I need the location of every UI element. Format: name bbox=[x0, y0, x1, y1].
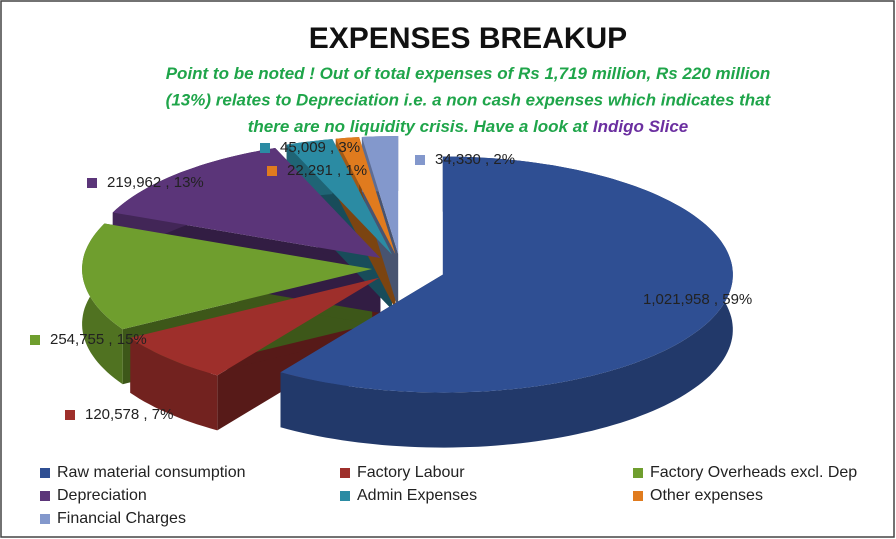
label-marker bbox=[87, 178, 97, 188]
label-marker bbox=[65, 410, 75, 420]
data-label: 254,755 , 15% bbox=[50, 331, 147, 348]
label-marker bbox=[260, 143, 270, 153]
subtitle-text: there are no liquidity crisis. Have a lo… bbox=[248, 117, 589, 136]
subtitle-line: Point to be noted ! Out of total expense… bbox=[166, 64, 771, 83]
data-label: 1,021,958 , 59% bbox=[643, 291, 752, 308]
label-marker bbox=[267, 166, 277, 176]
legend-label: Factory Overheads excl. Dep bbox=[650, 464, 857, 481]
data-label: 120,578 , 7% bbox=[85, 406, 173, 423]
subtitle-line: there are no liquidity crisis. Have a lo… bbox=[248, 117, 689, 136]
slice bbox=[82, 223, 373, 330]
slice bbox=[335, 137, 396, 255]
slice bbox=[280, 156, 733, 393]
legend-label: Raw material consumption bbox=[57, 464, 246, 481]
subtitle-highlight: Indigo Slice bbox=[593, 117, 688, 136]
legend-swatch bbox=[340, 468, 350, 478]
slice-side bbox=[130, 337, 218, 431]
subtitle-text: Point to be noted ! Out of total expense… bbox=[166, 64, 771, 83]
legend: Raw material consumption Factory Labour Fa… bbox=[40, 464, 857, 527]
legend-label: Depreciation bbox=[57, 487, 147, 504]
slice bbox=[112, 148, 381, 258]
chart-title: EXPENSES BREAKUP bbox=[309, 22, 627, 55]
slice bbox=[286, 139, 392, 255]
data-label: 219,962 , 13% bbox=[107, 174, 204, 191]
legend-swatch bbox=[340, 491, 350, 501]
subtitle: Point to be noted ! Out of total expense… bbox=[166, 64, 772, 136]
subtitle-line: (13%) relates to Depreciation i.e. a non… bbox=[166, 91, 772, 110]
legend-swatch bbox=[40, 491, 50, 501]
legend-label: Financial Charges bbox=[57, 510, 186, 527]
legend-swatch bbox=[40, 514, 50, 524]
subtitle-text: (13%) relates to Depreciation i.e. a non… bbox=[166, 91, 772, 110]
legend-swatch bbox=[633, 468, 643, 478]
data-labels: 1,021,958 , 59% 120,578 , 7% 254,755 , 15%… bbox=[30, 139, 752, 423]
label-marker bbox=[30, 335, 40, 345]
legend-label: Other expenses bbox=[650, 487, 763, 504]
data-label: 34,330 , 2% bbox=[435, 151, 515, 168]
slice bbox=[361, 136, 399, 254]
label-marker bbox=[415, 155, 425, 165]
slice bbox=[130, 277, 380, 376]
label-marker bbox=[623, 295, 633, 305]
data-label: 22,291 , 1% bbox=[287, 162, 367, 179]
legend-swatch bbox=[40, 468, 50, 478]
data-label: 45,009 , 3% bbox=[280, 139, 360, 156]
legend-swatch bbox=[633, 491, 643, 501]
legend-label: Factory Labour bbox=[357, 464, 465, 481]
legend-label: Admin Expenses bbox=[357, 487, 477, 504]
pie bbox=[82, 136, 733, 448]
